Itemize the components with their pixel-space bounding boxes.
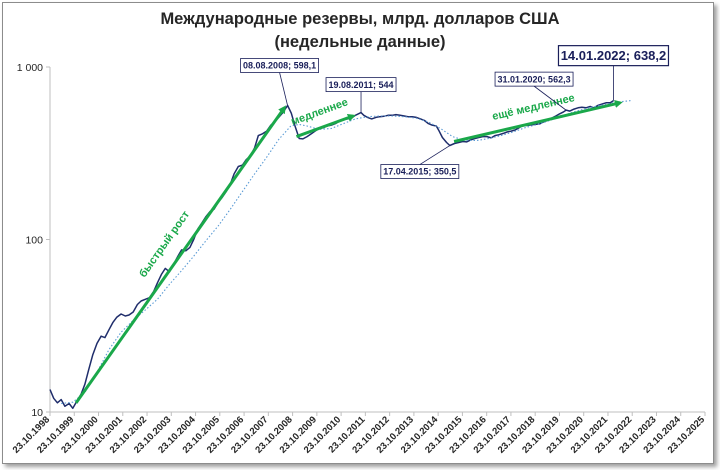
callout-label: 19.08.2011; 544 (328, 80, 393, 90)
y-tick-label: 10 (31, 407, 43, 419)
trend-annotation: медленнее (289, 96, 349, 128)
callout-box (325, 77, 397, 93)
reserves-line (49, 99, 614, 410)
trend-line (61, 99, 633, 405)
trend-arrow (453, 100, 623, 143)
y-tick-label: 1 000 (17, 62, 43, 74)
callout-label: 08.08.2008; 598,1 (243, 61, 316, 71)
callout-box (557, 45, 670, 67)
trend-arrow (74, 105, 287, 404)
chart-subtitle: (недельные данные) (274, 33, 446, 51)
callout-leader (279, 72, 288, 106)
callout-box (240, 58, 319, 73)
callout-label: 17.04.2015; 350,5 (383, 167, 456, 177)
callout-label: 31.01.2020; 562,3 (498, 74, 571, 84)
chart-title: Международные резервы, млрд. долларов СШ… (160, 10, 560, 28)
trend-arrow (295, 113, 356, 138)
y-tick-label: 100 (25, 235, 43, 247)
callout-label: 14.01.2022; 638,2 (561, 48, 667, 63)
callout-box (494, 71, 574, 87)
callout-box (380, 164, 460, 179)
callout-leader (419, 145, 451, 165)
callout-leader (533, 85, 567, 111)
